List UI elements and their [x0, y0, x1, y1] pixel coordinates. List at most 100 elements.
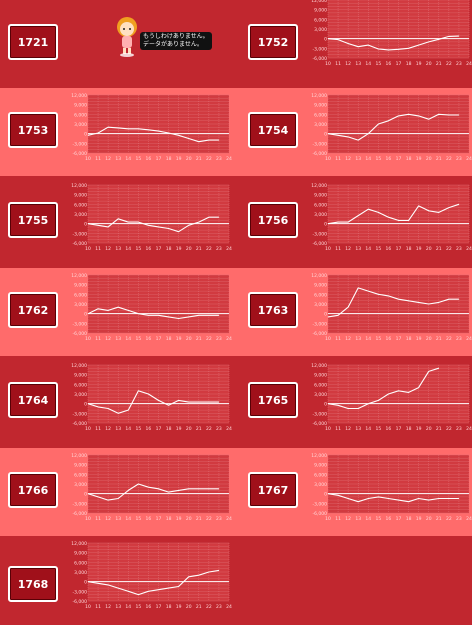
data-point [458, 204, 460, 205]
data-point [208, 488, 210, 490]
data-point [327, 133, 329, 134]
x-tick-label: 20 [426, 426, 432, 432]
machine-button-1765[interactable]: 1765 [248, 382, 298, 418]
x-tick-label: 14 [125, 156, 131, 162]
y-tick-label: 6,000 [74, 560, 87, 566]
x-tick-label: 13 [355, 156, 361, 162]
data-point [138, 221, 139, 223]
y-tick-label: -3,000 [312, 411, 327, 417]
x-tick-label: 24 [226, 246, 232, 252]
data-point [87, 581, 89, 582]
y-tick-label: -6,000 [72, 151, 87, 157]
data-point [448, 298, 450, 300]
data-point [117, 498, 119, 499]
data-point [168, 132, 169, 134]
x-tick-label: 24 [466, 516, 472, 522]
machine-button-1754[interactable]: 1754 [248, 112, 298, 148]
data-point [107, 499, 109, 501]
data-point [198, 221, 200, 223]
x-tick-label: 10 [325, 336, 331, 342]
x-tick-label: 23 [216, 516, 222, 522]
x-tick-label: 21 [436, 426, 442, 432]
x-tick-label: 21 [196, 336, 202, 342]
data-point [208, 401, 210, 403]
x-tick-label: 10 [85, 426, 91, 432]
machine-button-1753[interactable]: 1753 [8, 112, 58, 148]
x-tick-label: 18 [406, 61, 412, 67]
data-point [357, 46, 359, 48]
y-tick-label: 9,000 [74, 283, 87, 289]
series-line-1764 [87, 390, 219, 414]
x-tick-label: 18 [406, 426, 412, 432]
x-tick-label: 15 [135, 336, 141, 342]
data-point [337, 404, 339, 406]
machine-button-1766[interactable]: 1766 [8, 472, 58, 508]
x-tick-label: 12 [345, 516, 351, 522]
x-tick-label: 20 [186, 426, 192, 432]
machine-button-1763[interactable]: 1763 [248, 292, 298, 328]
data-point [458, 298, 460, 300]
data-point [428, 118, 430, 120]
x-tick-label: 22 [206, 156, 212, 162]
x-tick-label: 20 [426, 336, 432, 342]
machine-button-1764[interactable]: 1764 [8, 382, 58, 418]
data-point [158, 130, 159, 132]
x-tick-label: 15 [375, 246, 381, 252]
machine-button-1756[interactable]: 1756 [248, 202, 298, 238]
machine-button-1755[interactable]: 1755 [8, 202, 58, 238]
machine-row: 1721 もうしわけありません。 データがありません。 1752 12,000 9,000… [0, 0, 472, 88]
x-tick-label: 17 [156, 336, 162, 342]
y-tick-label: 9,000 [314, 8, 327, 14]
machine-button-1721[interactable]: 1721 [8, 24, 58, 60]
data-point [438, 498, 440, 499]
y-tick-label: -3,000 [312, 46, 327, 52]
x-tick-label: 24 [226, 516, 232, 522]
x-tick-label: 20 [186, 246, 192, 252]
y-tick-label: 12,000 [311, 0, 327, 4]
data-point [97, 308, 99, 310]
data-point [138, 483, 139, 485]
x-tick-label: 19 [416, 246, 422, 252]
y-tick-label: 6,000 [74, 472, 87, 478]
y-tick-label: -6,000 [72, 599, 87, 605]
x-tick-label: 17 [396, 516, 402, 522]
machine-cell: 1766 12,000 9,000 6,000 3,000 0 -3,000 -6,000 10… [0, 448, 236, 536]
data-point [218, 216, 220, 218]
x-tick-label: 16 [386, 61, 392, 67]
data-point [367, 290, 369, 292]
y-tick-label: 3,000 [74, 482, 87, 488]
machine-row: 1755 12,000 9,000 6,000 3,000 0 -3,000 -6,000 10… [0, 178, 472, 266]
x-tick-label: 17 [156, 156, 162, 162]
machine-button-1762[interactable]: 1762 [8, 292, 58, 328]
y-tick-label: 12,000 [71, 273, 87, 279]
machine-button-1767[interactable]: 1767 [248, 472, 298, 508]
x-tick-label: 19 [176, 426, 182, 432]
x-tick-label: 18 [166, 246, 172, 252]
x-tick-label: 22 [446, 426, 452, 432]
x-tick-label: 14 [365, 336, 371, 342]
x-tick-label: 14 [125, 426, 131, 432]
data-point [97, 582, 99, 584]
data-point [378, 400, 379, 401]
x-tick-label: 11 [335, 246, 341, 252]
data-point [367, 208, 369, 210]
x-tick-label: 24 [466, 156, 472, 162]
data-point [188, 488, 190, 490]
x-tick-label: 24 [226, 604, 232, 610]
machine-cell: 1768 12,000 9,000 6,000 3,000 0 -3,000 -6,000 10… [0, 538, 236, 625]
machine-row: 1766 12,000 9,000 6,000 3,000 0 -3,000 -6,000 10… [0, 448, 472, 536]
series-line-1768 [87, 569, 219, 596]
x-tick-label: 13 [355, 426, 361, 432]
machine-button-1768[interactable]: 1768 [8, 566, 58, 602]
x-tick-label: 12 [345, 426, 351, 432]
y-tick-label: 9,000 [314, 463, 327, 469]
x-tick-label: 22 [206, 604, 212, 610]
data-point [107, 408, 109, 409]
x-tick-label: 17 [396, 61, 402, 67]
x-tick-label: 18 [166, 604, 172, 610]
data-point [178, 490, 179, 491]
machine-button-1752[interactable]: 1752 [248, 24, 298, 60]
x-tick-label: 15 [375, 516, 381, 522]
data-point [188, 138, 190, 139]
